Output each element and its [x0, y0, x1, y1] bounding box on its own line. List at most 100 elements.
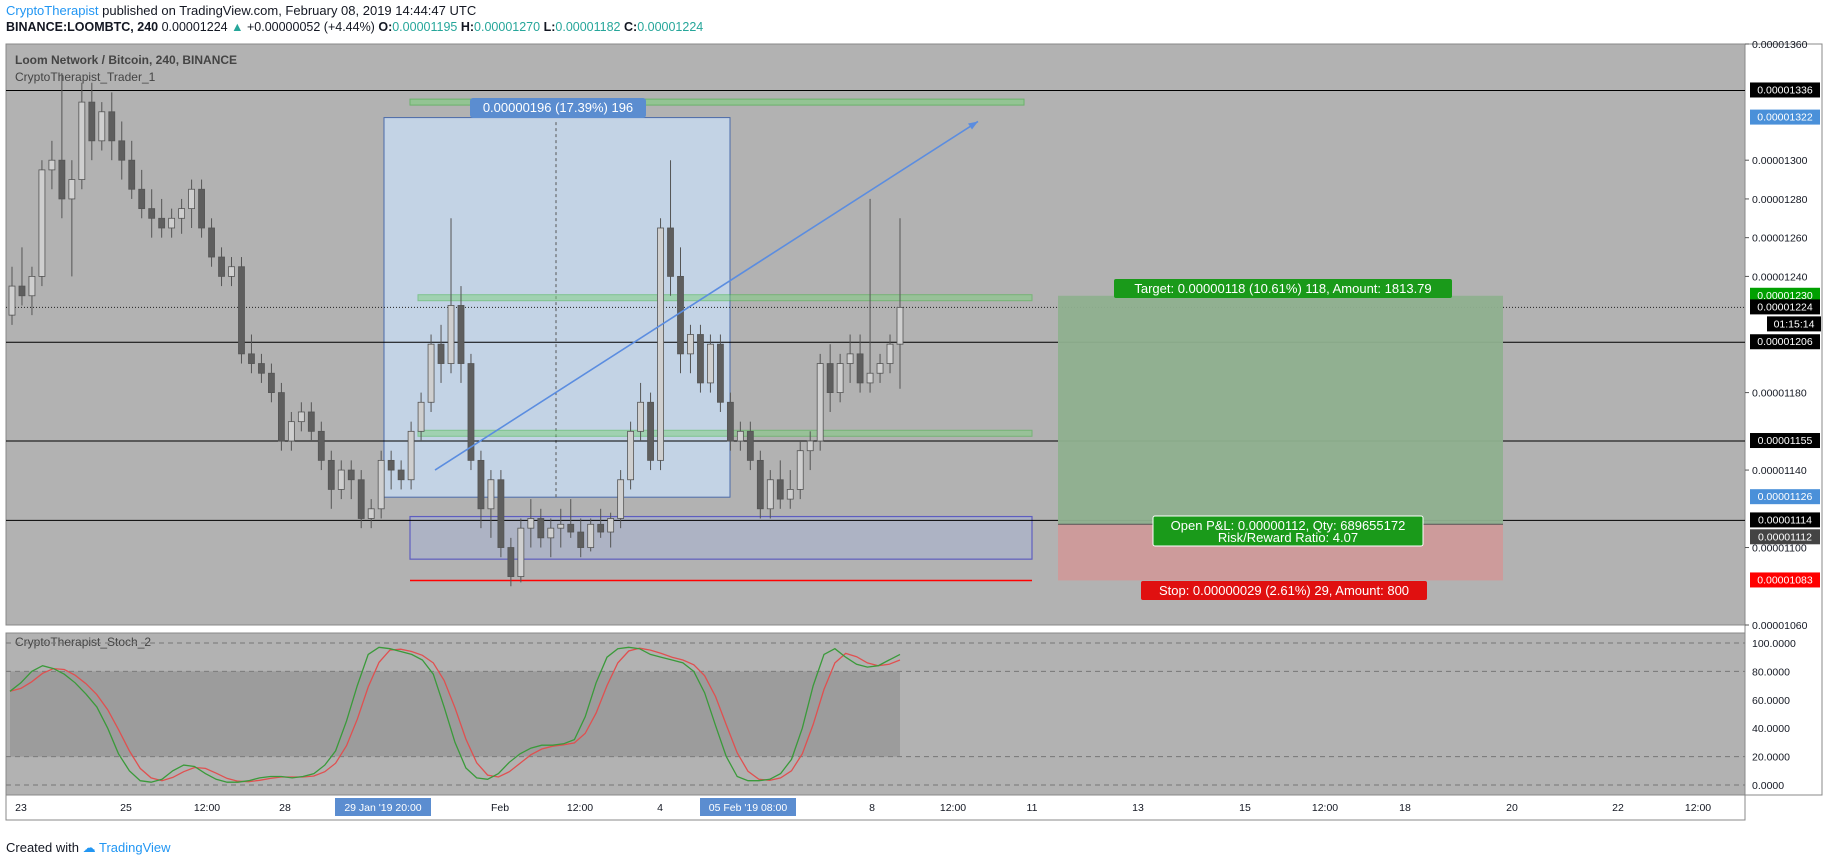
price-badge-label: 0.00001230: [1757, 290, 1813, 302]
time-tick-label: 23: [15, 802, 27, 814]
candle-body: [287, 421, 295, 442]
price-tick-label: 0.00001180: [1752, 388, 1807, 400]
time-tick-label: 13: [1132, 802, 1144, 814]
close-label: C:: [624, 20, 638, 34]
tradingview-logo-icon[interactable]: ☁: [82, 840, 96, 855]
candle-body: [427, 343, 435, 403]
time-tick-label: 18: [1399, 802, 1411, 814]
open-label: O:: [378, 20, 393, 34]
price-badge-label: 0.00001114: [1758, 514, 1812, 526]
time-tick-label: 4: [657, 802, 663, 814]
candle-body: [667, 227, 674, 277]
candle-body: [208, 227, 215, 258]
candle-body: [417, 401, 425, 432]
price-badge-label: 0.00001083: [1757, 574, 1813, 586]
change-value: +0.00000052 (+4.44%): [246, 20, 375, 34]
price-badge-label: 0.00001126: [1758, 491, 1813, 503]
price-badge-label: 0.00001206: [1757, 336, 1813, 348]
stop-label: Stop: 0.00000029 (2.61%) 29, Amount: 800: [1159, 583, 1409, 598]
low-value: 0.00001182: [555, 20, 621, 34]
candle-body: [327, 459, 335, 490]
footer: Created with ☁ TradingView: [6, 840, 171, 856]
stoch-k-line: [9, 646, 901, 783]
time-tick-label: 12:00: [194, 802, 220, 814]
candle-body: [248, 353, 255, 364]
candle-body: [347, 469, 355, 481]
price-tick-label: 0.00001280: [1752, 194, 1808, 206]
target-label: Target: 0.00000118 (10.61%) 118, Amount:…: [1134, 281, 1431, 296]
candle-body: [138, 188, 146, 210]
created-with-text: Created with: [6, 840, 79, 855]
candle-body: [357, 479, 365, 519]
candle-body: [567, 523, 575, 533]
candle-body: [896, 306, 904, 345]
candle-body: [697, 334, 704, 384]
candle-body: [637, 401, 644, 432]
candle-body: [297, 411, 305, 423]
candle-body: [886, 343, 894, 364]
price-badge: [1750, 287, 1820, 303]
price-tick-label: 0.00001140: [1752, 465, 1807, 477]
time-tick-label: 12:00: [1312, 802, 1338, 814]
price-tick-label: 0.00001300: [1752, 155, 1808, 167]
price-tick-label: 0.00001060: [1752, 620, 1808, 632]
candle-body: [258, 363, 265, 374]
resistance-zone-mid: [417, 294, 1033, 302]
price-badge-label: 0.00001322: [1757, 112, 1813, 124]
price-badge: [1767, 316, 1821, 332]
stop-label-bg: [1141, 581, 1427, 600]
candle-body: [118, 140, 126, 161]
time-tick-label: 22: [1612, 802, 1624, 814]
candle-body: [447, 305, 455, 364]
candle-body: [717, 343, 724, 403]
candle-body: [98, 111, 106, 142]
candle-body: [687, 334, 694, 355]
tradingview-link[interactable]: TradingView: [99, 840, 171, 855]
candle-body: [547, 527, 555, 539]
change-arrow-icon: ▲: [231, 20, 244, 34]
candle-body: [537, 518, 545, 539]
candle-body: [617, 479, 625, 519]
price-badge-label: 01:15:14: [1774, 318, 1815, 330]
candle-body: [377, 459, 385, 510]
candle-body: [577, 531, 585, 548]
price-axis: [1744, 43, 1823, 796]
candle-body: [158, 217, 166, 229]
candle-body: [756, 459, 764, 510]
candle-body: [457, 305, 465, 364]
measure-label-bg: [470, 98, 646, 118]
resistance-zone-top: [409, 98, 1025, 106]
candle-body: [746, 430, 754, 461]
time-tick-label: 12:00: [940, 802, 966, 814]
time-tick-label: Feb: [491, 802, 509, 814]
time-badge: [335, 798, 431, 816]
candle-body: [707, 343, 714, 384]
candle-body: [607, 518, 615, 533]
candle-body: [28, 275, 36, 297]
candle-body: [188, 188, 195, 210]
price-tick-label: 0.00001100: [1752, 543, 1807, 555]
high-label: H:: [460, 20, 475, 34]
author-link[interactable]: CryptoTherapist: [6, 3, 99, 18]
candle-body: [198, 188, 205, 229]
open-value: 0.00001195: [392, 20, 458, 34]
target-label-bg: [1114, 279, 1452, 298]
candle-body: [148, 208, 156, 219]
trend-arrow-head: [968, 121, 978, 130]
price-tick-label: 0.00001240: [1752, 271, 1808, 283]
candle-body: [108, 111, 116, 142]
candle-body: [557, 523, 565, 529]
candle-body: [387, 459, 395, 471]
candle-body: [218, 256, 225, 277]
candle-body: [128, 159, 136, 190]
price-badge: [1750, 433, 1820, 449]
ohlc-legend: BINANCE:LOOMBTC, 240 0.00001224 ▲ +0.000…: [6, 20, 703, 34]
candle-body: [178, 208, 186, 219]
candle-body: [786, 489, 794, 500]
target-zone: [1058, 295, 1503, 525]
candle-body: [776, 479, 784, 500]
pnl-label: Open P&L: 0.00000112, Qty: 689655172: [1171, 518, 1406, 533]
candle-body: [367, 508, 375, 519]
stoch-tick-label: 20.0000: [1752, 752, 1790, 764]
